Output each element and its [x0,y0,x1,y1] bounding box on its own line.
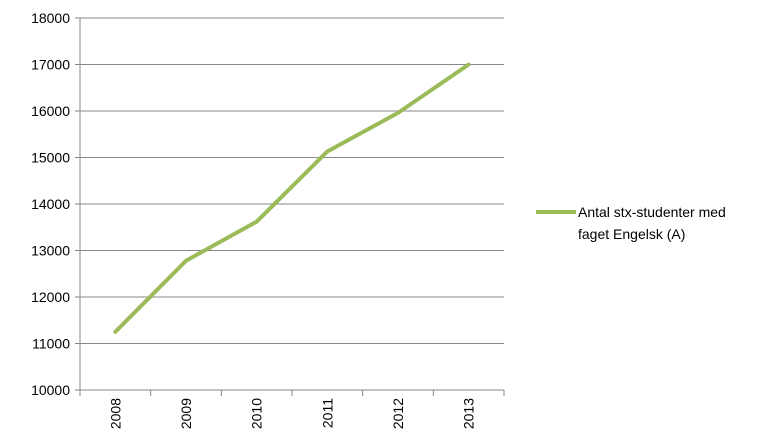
x-tick-label: 2009 [178,398,194,429]
series-line [113,62,471,334]
y-tick-label: 10000 [31,382,70,398]
legend-label-line-2: faget Engelsk (A) [578,226,685,242]
y-tick-label: 12000 [31,289,70,305]
y-tick-label: 11000 [32,336,70,352]
y-tick-label: 15000 [31,150,70,166]
gridlines [75,17,504,391]
x-tick-label: 2011 [319,398,335,428]
x-tick-label: 2012 [390,398,406,429]
y-tick-label: 13000 [31,243,70,259]
x-tick-labels: 2008 2009 2010 2011 2012 2013 [107,398,476,429]
y-tick-labels: 10000 11000 12000 13000 14000 15000 16000 17000… [31,10,70,398]
legend: Antal stx-studenter med faget Engelsk (A… [536,204,726,242]
x-tick-label: 2013 [461,398,477,429]
x-tick-label: 2010 [249,398,265,429]
axes [75,18,505,396]
y-tick-label: 16000 [31,103,70,119]
y-tick-label: 14000 [31,196,70,212]
y-tick-label: 18000 [31,10,70,26]
x-tick-label: 2008 [107,398,123,429]
series-lines [113,62,471,334]
y-tick-label: 17000 [31,57,70,73]
legend-label-line-1: Antal stx-studenter med [578,204,726,220]
